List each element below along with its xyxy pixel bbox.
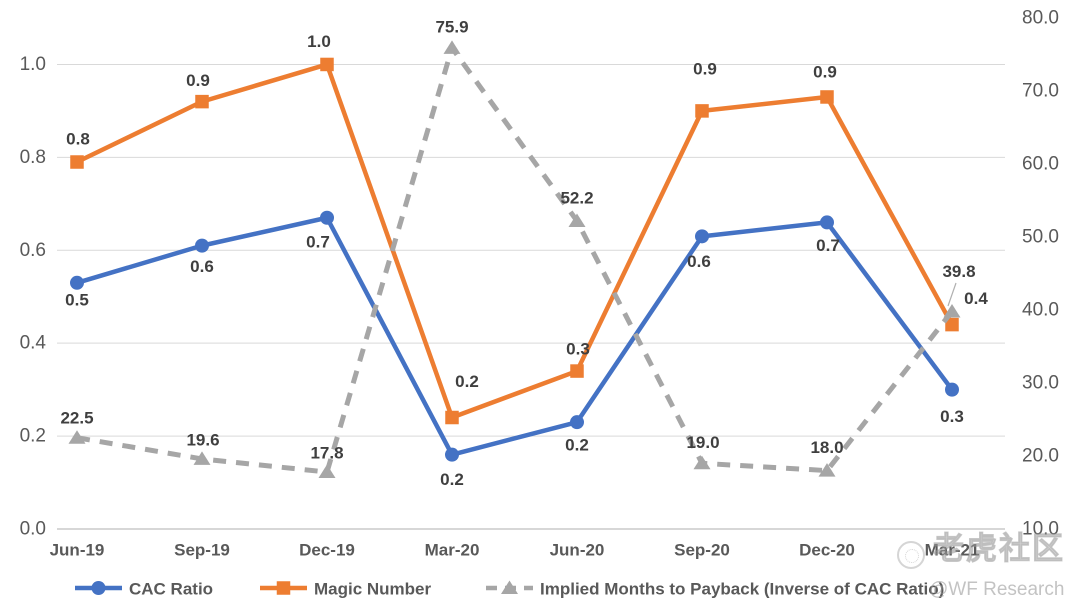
series-marker-square — [445, 410, 459, 425]
series-implied-months-to-payback-inverse-of-cac-ratio — [68, 40, 961, 479]
data-label: 0.7 — [306, 232, 330, 251]
legend-label: Magic Number — [314, 580, 432, 599]
left-axis-tick-label: 0.6 — [20, 240, 46, 261]
data-label: 0.9 — [813, 62, 837, 81]
series-marker-square — [570, 364, 584, 378]
data-label: 0.2 — [565, 436, 589, 455]
series-marker-circle — [820, 215, 834, 230]
data-label: 0.3 — [566, 340, 590, 359]
x-axis-label: Dec-20 — [799, 541, 855, 560]
data-label: 0.4 — [964, 289, 988, 308]
series-marker-triangle — [568, 213, 586, 227]
data-label: 0.3 — [940, 407, 964, 426]
data-label: 0.7 — [816, 236, 840, 255]
series-marker-triangle — [318, 464, 336, 479]
series-line — [76, 215, 954, 457]
series-marker-triangle — [943, 303, 961, 318]
data-label: 18.0 — [810, 438, 843, 457]
right-axis-tick-label: 50.0 — [1022, 227, 1059, 248]
right-axis-tick-labels: 10.0 20.0 30.0 40.0 50.0 60.0 70.0 80.0 — [1022, 8, 1059, 540]
data-label: 0.6 — [687, 252, 711, 271]
series-marker-square — [695, 104, 709, 118]
right-axis-tick-label: 40.0 — [1022, 300, 1059, 321]
series-marker-triangle — [818, 463, 836, 477]
watermark-community-text: 老虎社区 — [933, 531, 1065, 566]
right-axis-tick-label: 20.0 — [1022, 446, 1059, 467]
series-marker-circle — [195, 238, 209, 253]
right-axis-tick-label: 70.0 — [1022, 81, 1059, 102]
left-axis-tick-label: 0.8 — [20, 147, 46, 168]
series-marker-triangle — [443, 40, 461, 54]
x-axis-label: Jun-19 — [50, 541, 105, 560]
data-label: 0.8 — [66, 130, 90, 149]
series-line — [76, 62, 954, 420]
series-marker-triangle — [193, 451, 211, 465]
series-marker-circle — [91, 581, 106, 595]
data-label-leader-line — [947, 282, 957, 307]
series-cac-ratio — [70, 210, 959, 462]
series-marker-circle — [695, 229, 709, 244]
left-axis-tick-label: 1.0 — [20, 54, 46, 75]
data-labels-magic-number: 0.8 0.9 1.0 0.2 0.3 0.9 0.9 0.4 — [66, 32, 988, 391]
left-axis-tick-labels: 0.0 0.2 0.4 0.6 0.8 1.0 — [20, 54, 47, 540]
legend-item-cac-ratio: CAC Ratio — [75, 580, 213, 599]
data-label: 0.9 — [186, 71, 210, 90]
data-label: 22.5 — [60, 408, 93, 427]
left-axis-tick-label: 0.4 — [20, 333, 47, 354]
series-marker-circle — [445, 447, 459, 462]
series-marker-square — [276, 581, 291, 595]
data-labels-cac-ratio: 0.5 0.6 0.7 0.2 0.2 0.6 0.7 0.3 — [65, 232, 964, 489]
data-label: 0.2 — [440, 470, 464, 489]
series-marker-circle — [945, 382, 959, 397]
left-axis-tick-label: 0.0 — [20, 519, 46, 540]
series-marker-circle — [570, 415, 584, 430]
data-label: 52.2 — [560, 188, 593, 207]
data-label: 19.6 — [186, 430, 219, 449]
data-label: 19.0 — [686, 433, 719, 452]
watermark-logo-icon — [897, 541, 925, 569]
data-labels-implied-months-to-payback-inverse-of-cac-ratio: 22.5 19.6 17.8 75.9 52.2 19.0 18.0 39.8 — [60, 17, 975, 462]
right-axis-tick-label: 30.0 — [1022, 373, 1059, 394]
watermark-handle-text: @WF Research — [929, 579, 1065, 600]
x-axis-label: Sep-20 — [674, 541, 730, 560]
data-label: 0.6 — [190, 257, 214, 276]
legend-item-magic-number: Magic Number — [260, 580, 432, 599]
x-axis-label: Dec-19 — [299, 541, 355, 560]
right-axis-tick-label: 80.0 — [1022, 8, 1059, 29]
legend: CAC Ratio Magic Number Implied Months to P… — [75, 580, 944, 599]
series-line — [76, 45, 954, 475]
x-axis-label: Mar-20 — [425, 541, 480, 560]
series-marker-square — [70, 155, 84, 169]
series-marker-square — [820, 90, 834, 104]
x-axis-label: Jun-20 — [550, 541, 605, 560]
data-label: 17.8 — [310, 444, 343, 463]
series-marker-square — [195, 94, 209, 109]
right-axis-tick-label: 60.0 — [1022, 154, 1059, 175]
data-label: 1.0 — [307, 32, 331, 51]
x-axis-label: Sep-19 — [174, 541, 230, 560]
data-label: 0.5 — [65, 290, 89, 309]
x-axis-label: Mar-21 — [925, 541, 980, 560]
legend-label: CAC Ratio — [129, 580, 213, 599]
series-marker-triangle — [693, 455, 711, 470]
series-magic-number — [70, 57, 959, 425]
series-marker-circle — [70, 275, 84, 290]
data-label: 75.9 — [435, 17, 468, 36]
x-axis-labels: Jun-19 Sep-19 Dec-19 Mar-20 Jun-20 Sep-20 Dec-… — [50, 541, 980, 560]
series-marker-square — [945, 317, 959, 332]
left-axis-tick-label: 0.2 — [20, 426, 46, 447]
series-marker-square — [320, 57, 334, 72]
series-marker-triangle — [68, 430, 86, 444]
data-label: 0.2 — [455, 372, 479, 391]
series-marker-circle — [320, 210, 334, 225]
series-marker-triangle — [501, 580, 518, 594]
legend-label: Implied Months to Payback (Inverse of CA… — [540, 580, 944, 599]
data-label: 39.8 — [942, 262, 975, 281]
data-label: 0.9 — [693, 59, 717, 78]
right-axis-tick-label: 10.0 — [1022, 519, 1059, 540]
legend-item-implied-months-to-payback-inverse-of-cac-ratio: Implied Months to Payback (Inverse of CA… — [486, 580, 944, 599]
